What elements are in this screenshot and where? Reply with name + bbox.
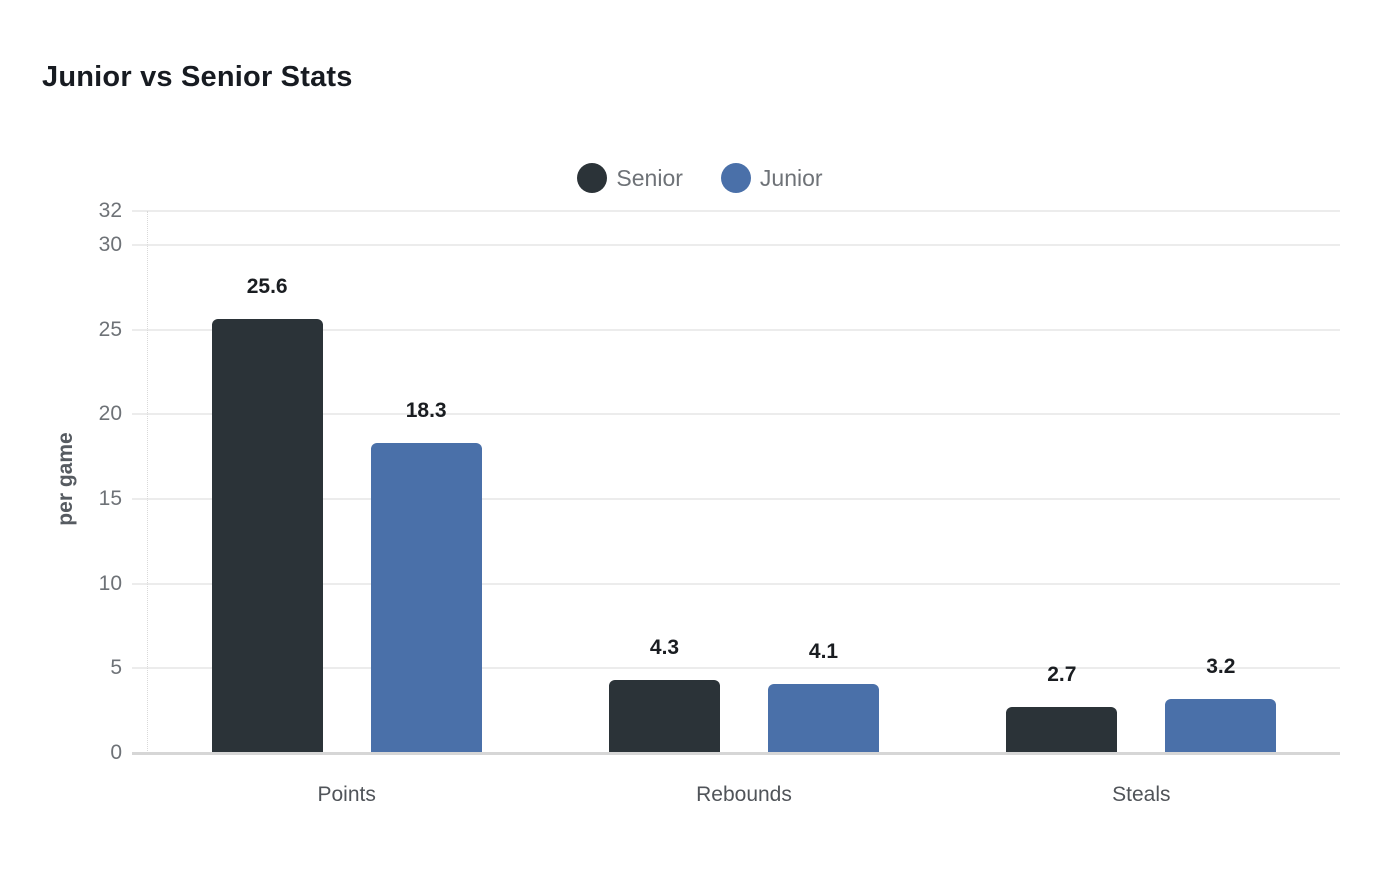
gridline-10 — [132, 582, 1340, 585]
bar-steals-junior — [1165, 698, 1277, 753]
legend-label-junior: Junior — [759, 164, 823, 191]
bar-steals-senior — [1006, 707, 1118, 753]
bar-rebounds-senior — [609, 680, 720, 753]
value-label-points-senior: 25.6 — [246, 275, 288, 299]
value-label-points-junior: 18.3 — [405, 399, 447, 423]
y-axis-line — [147, 211, 148, 753]
legend-circle-icon — [577, 163, 608, 193]
y-tick-label-15: 15 — [98, 486, 122, 510]
legend-label-senior: Senior — [616, 164, 683, 191]
bar-points-senior — [211, 319, 323, 753]
y-tick-label-20: 20 — [98, 402, 122, 426]
value-label-steals-junior: 3.2 — [1206, 654, 1236, 678]
y-tick-label-32: 32 — [98, 199, 122, 222]
legend-item-junior[interactable]: Junior — [720, 163, 823, 193]
gridline-32 — [132, 210, 1340, 212]
x-tick-label-steals: Steals — [1112, 783, 1171, 806]
bar-rebounds-junior — [768, 683, 879, 753]
y-tick-label-5: 5 — [110, 656, 122, 680]
y-tick-label-10: 10 — [98, 571, 122, 595]
gridline-25 — [132, 328, 1340, 331]
x-tick-label-points: Points — [317, 783, 376, 806]
x-axis-line — [132, 752, 1340, 755]
legend-circle-icon — [720, 163, 751, 193]
value-label-steals-senior: 2.7 — [1047, 663, 1077, 687]
y-tick-label-30: 30 — [98, 232, 122, 256]
legend: Senior Junior — [0, 160, 1400, 196]
bar-points-junior — [370, 443, 482, 753]
gridline-5 — [132, 667, 1340, 670]
legend-item-senior[interactable]: Senior — [577, 163, 683, 193]
gridline-30 — [132, 243, 1340, 246]
y-tick-label-0: 0 — [110, 741, 122, 764]
value-label-rebounds-junior: 4.1 — [808, 639, 839, 663]
gridline-20 — [132, 413, 1340, 416]
chart-title: Junior vs Senior Stats — [42, 61, 353, 93]
x-tick-label-rebounds: Rebounds — [696, 783, 792, 806]
y-tick-label-25: 25 — [98, 317, 122, 341]
gridline-15 — [132, 497, 1340, 500]
value-label-rebounds-senior: 4.3 — [649, 636, 680, 660]
